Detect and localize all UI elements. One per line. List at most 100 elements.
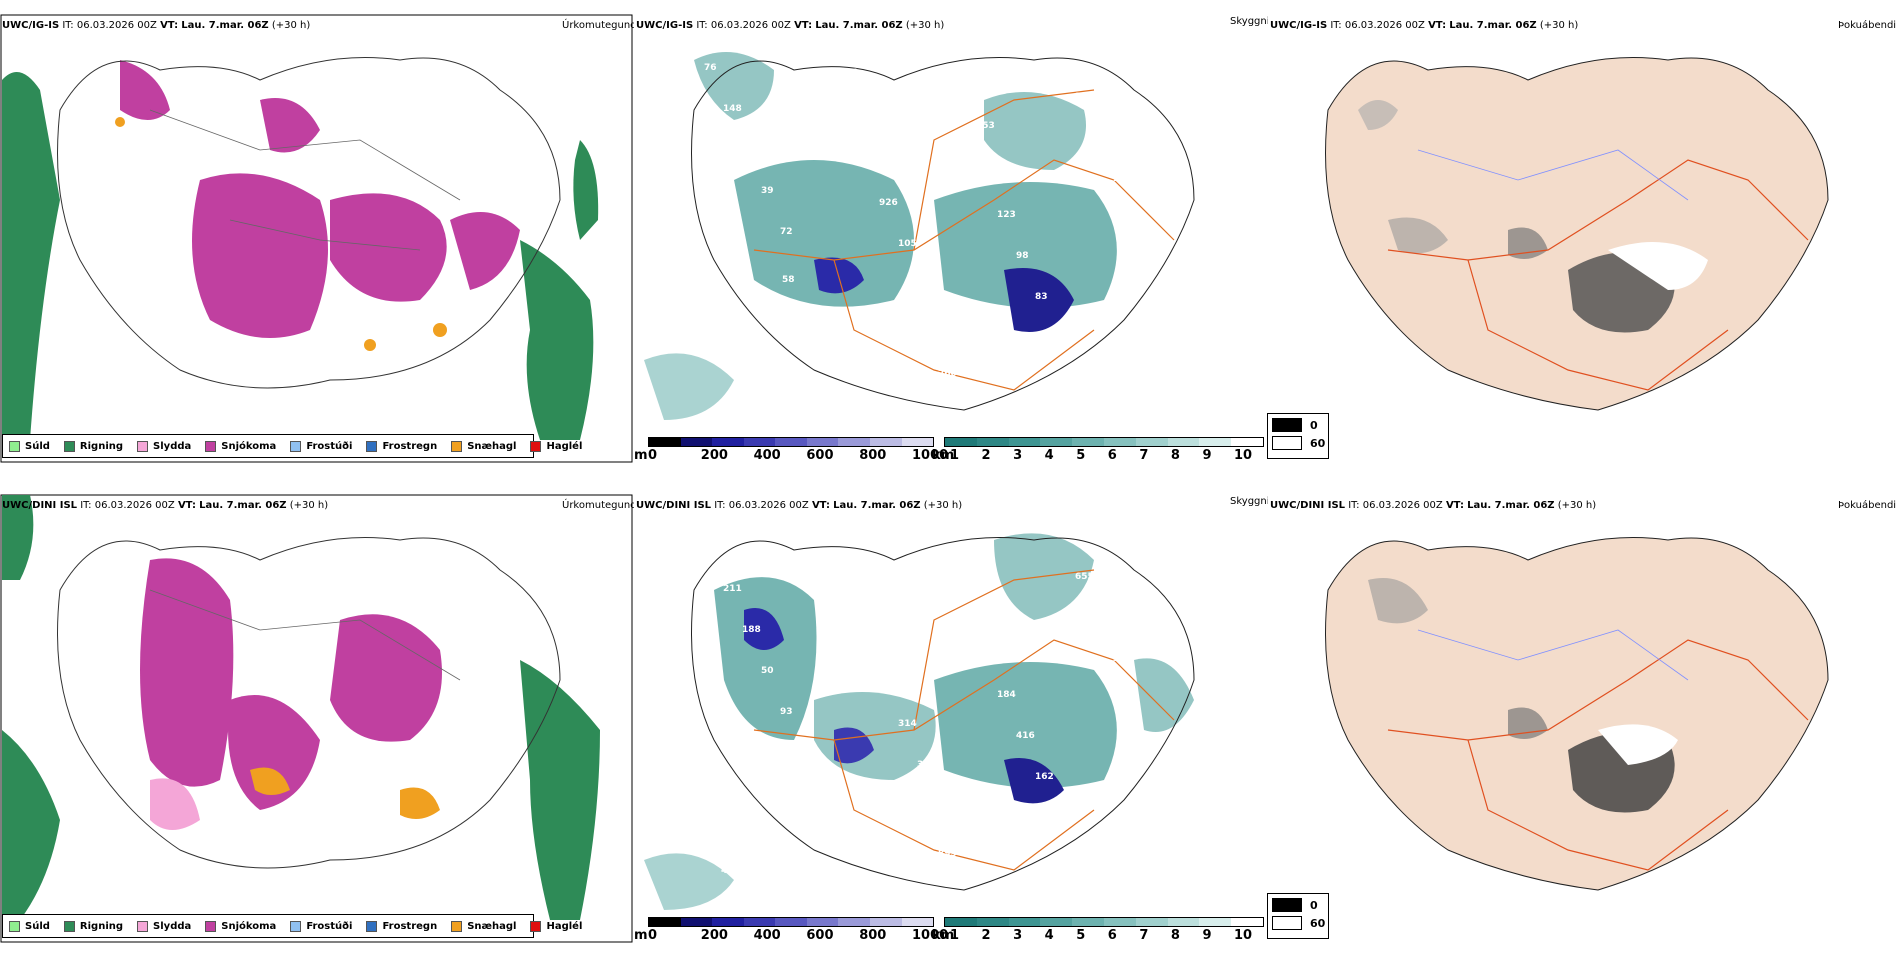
visibility-m-unit: m <box>634 448 648 463</box>
visibility-value-label: 207 <box>1056 861 1075 871</box>
visibility-value-label: 125 <box>858 589 877 599</box>
vis-km-tick: 5 <box>1076 928 1086 943</box>
vis-m-tick: 200 <box>700 928 728 943</box>
vis-km-tick: 4 <box>1044 448 1054 463</box>
vis-km-tick: 3 <box>1013 448 1023 463</box>
visibility-km-colorbar-bottom <box>944 917 1264 927</box>
visibility-value-label: 82 <box>1094 133 1107 143</box>
legend-item-drizzle: Súld <box>9 920 50 932</box>
row-header-bottom-fog: UWC/DINI ISL IT: 06.03.2026 00Z VT: Lau.… <box>1270 500 1597 511</box>
legend-item-sleet: Slydda <box>137 440 191 452</box>
visibility-value-label: 416 <box>1016 731 1035 741</box>
panel-title-visibility: Skyggni <box>1230 16 1268 27</box>
visibility-value-label: 148 <box>723 104 742 114</box>
legend-item-snow-grains: Snæhagl <box>451 920 516 932</box>
visibility-value-label: 140 <box>841 116 860 126</box>
row-header-top: UWC/IG-IS IT: 06.03.2026 00Z VT: Lau. 7.… <box>2 20 310 31</box>
vis-m-tick: 400 <box>753 928 781 943</box>
visibility-value-label: 76 <box>704 63 717 73</box>
visibility-value-label: 77 <box>1153 304 1166 314</box>
visibility-value-label: 655 <box>1075 572 1094 582</box>
fog-map-top <box>1325 57 1829 411</box>
visibility-value-label: 544 <box>742 145 761 155</box>
it-value: 06.03.2026 00Z <box>76 20 157 31</box>
vt-value: Lau. 7.mar. 06Z <box>181 20 269 31</box>
legend-item-freezing-drizzle: Frostúði <box>290 440 352 452</box>
precip-panel-bottom: UWC/DINI ISL IT: 06.03.2026 00Z VT: Lau.… <box>0 480 634 956</box>
vis-km-tick: 5 <box>1076 448 1086 463</box>
vis-km-tick: 1 <box>950 928 960 943</box>
vis-km-tick: 2 <box>981 928 991 943</box>
visibility-value-label: 188 <box>742 625 761 635</box>
visibility-value-label: 260 <box>938 369 957 379</box>
vis-km-tick: 6 <box>1107 448 1117 463</box>
visibility-value-label: 73 <box>801 316 814 326</box>
legend-item-sleet: Slydda <box>137 920 191 932</box>
legend-item-freezing-drizzle: Frostúði <box>290 920 352 932</box>
visibility-value-label: 178 <box>860 157 879 167</box>
visibility-value-label: 34 <box>917 760 930 770</box>
legend-item-rain: Rigning <box>63 920 123 932</box>
visibility-value-label: 69 <box>841 596 854 606</box>
legend-item-snow: Snjókoma <box>205 920 276 932</box>
visibility-value-label: 100 <box>1115 222 1134 232</box>
legend-item-rain: Rigning <box>63 440 123 452</box>
vis-m-tick: 800 <box>859 448 887 463</box>
precip-map-bottom <box>0 494 633 943</box>
visibility-value-label: 76 <box>917 280 930 290</box>
vis-m-tick: 800 <box>859 928 887 943</box>
vis-m-tick: 200 <box>700 448 728 463</box>
row-header-top-fog: UWC/IG-IS IT: 06.03.2026 00Z VT: Lau. 7.… <box>1270 20 1579 31</box>
vis-m-tick: 600 <box>806 448 834 463</box>
visibility-value-label: 98 <box>1016 251 1029 261</box>
visibility-value-label: 153 <box>976 121 995 131</box>
vis-km-tick: 4 <box>1044 928 1054 943</box>
visibility-value-label: 39 <box>1134 263 1147 273</box>
visibility-value-label: 211 <box>723 584 742 594</box>
vis-km-tick: 8 <box>1170 928 1180 943</box>
legend-item-freezing-rain: Frostregn <box>366 440 437 452</box>
row-header-bottom-vis: UWC/DINI ISL IT: 06.03.2026 00Z VT: Lau.… <box>636 500 963 511</box>
visibility-map-top: 76 140 567 100 58 51 97 148 178 123 39 73 260 305 544 9… <box>644 52 1195 420</box>
vis-km-tick: 8 <box>1170 448 1180 463</box>
vis-m-tick: 0 <box>648 928 658 943</box>
vis-km-tick: 10 <box>1234 448 1253 463</box>
panel-title-precip-bottom: Úrkomutegund <box>562 500 634 511</box>
visibility-m-colorbar <box>648 437 934 447</box>
vt-label: VT: <box>160 20 179 31</box>
panel-title-precip: Úrkomutegund <box>562 20 634 31</box>
visibility-km-unit-bottom: km <box>932 928 955 943</box>
visibility-value-label: 567 <box>978 169 997 179</box>
visibility-value-label: 314 <box>898 719 917 729</box>
panel-title-fog: Þokuábendi <box>1838 20 1897 31</box>
legend-item-snow: Snjókoma <box>205 440 276 452</box>
vis-m-tick: 600 <box>806 928 834 943</box>
vis-m-tick: 400 <box>753 448 781 463</box>
visibility-value-label: 172 <box>957 560 976 570</box>
visibility-value-label: 105 <box>898 239 917 249</box>
visibility-value-label: 305 <box>1075 92 1094 102</box>
panel-title-fog-bottom: Þokuábendi <box>1838 500 1897 511</box>
visibility-value-label: 93 <box>780 707 793 717</box>
visibility-value-label: 38 <box>976 601 989 611</box>
vis-m-tick: 1000 <box>912 448 949 463</box>
visibility-value-label: 162 <box>1035 772 1054 782</box>
precip-map-top <box>0 14 633 463</box>
vis-km-tick: 2 <box>981 448 991 463</box>
row-header-top-vis: UWC/IG-IS IT: 06.03.2026 00Z VT: Lau. 7.… <box>636 20 945 31</box>
visibility-value-label: 78 <box>978 649 991 659</box>
visibility-value-label: 59 <box>957 80 970 90</box>
visibility-value-label: 50 <box>761 666 774 676</box>
fog-panel-top: UWC/IG-IS IT: 06.03.2026 00Z VT: Lau. 7.… <box>1268 0 1900 476</box>
visibility-value-label: 77 <box>919 808 932 818</box>
visibility-value-label: 644 <box>1172 825 1191 835</box>
precip-panel-top: UWC/IG-IS IT: 06.03.2026 00Z VT: Lau. 7.… <box>0 0 634 476</box>
visibility-value-label: 981 <box>860 637 879 647</box>
vis-km-tick: 7 <box>1139 448 1149 463</box>
visibility-m-unit-bottom: m <box>634 928 648 943</box>
visibility-m-colorbar-bottom <box>648 917 934 927</box>
vis-km-tick: 1 <box>950 448 960 463</box>
visibility-value-label: 72 <box>780 227 793 237</box>
vis-km-tick: 9 <box>1202 928 1212 943</box>
visibility-value-label: 104 <box>820 357 839 367</box>
